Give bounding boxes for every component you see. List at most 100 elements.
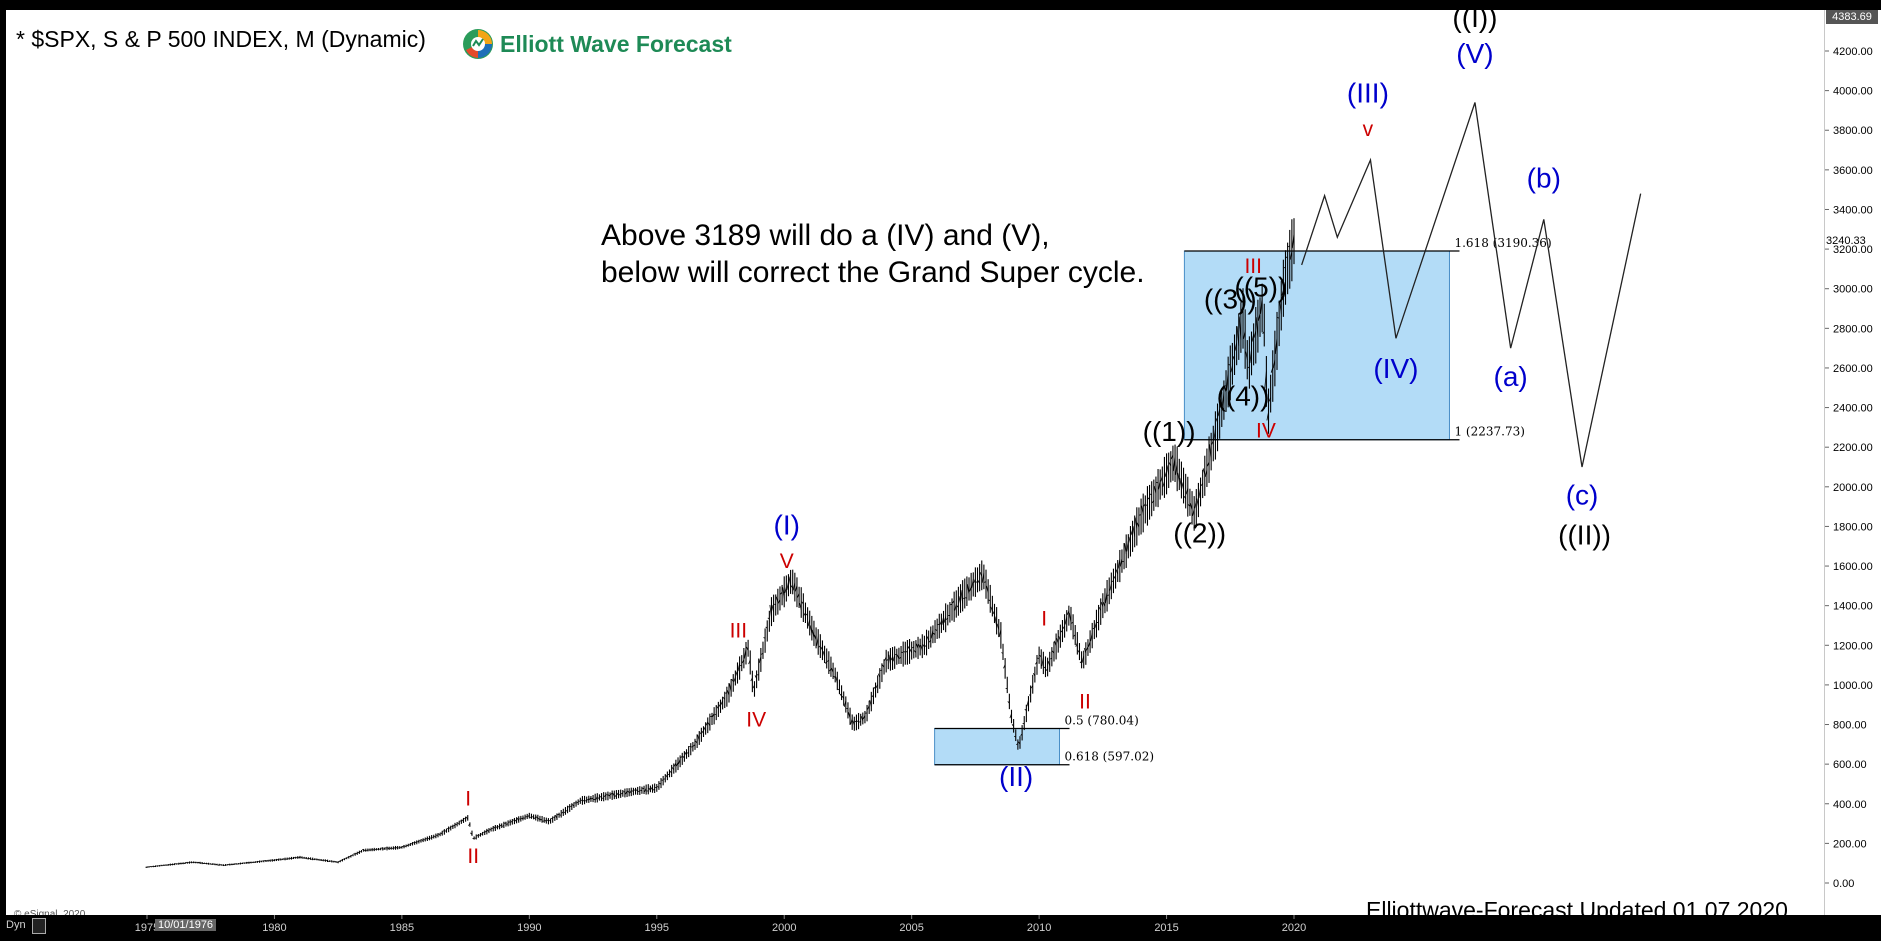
- price-bar-open: [1241, 310, 1244, 314]
- price-bar-open: [467, 823, 471, 826]
- price-bar-open: [782, 587, 785, 599]
- price-bar-open: [746, 646, 749, 651]
- price-bar-open: [1255, 317, 1259, 338]
- price-bar-open: [1168, 462, 1172, 467]
- price-chart[interactable]: 1.618 (3190.36) 1 (2237.73) 0.5 (780.04) 0.…: [6, 10, 1824, 915]
- price-bar-open: [695, 740, 698, 744]
- price-bar-open: [1266, 412, 1269, 421]
- price-bar-open: [1088, 641, 1091, 647]
- price-bar-open: [1221, 392, 1225, 408]
- dyn-toggle[interactable]: [32, 918, 46, 934]
- price-bar-open: [676, 762, 679, 767]
- price-bar-open: [811, 629, 815, 638]
- current-price-label: 3240.33: [1826, 235, 1866, 247]
- price-bar-open: [1232, 355, 1235, 361]
- price-bar-open: [1285, 256, 1288, 259]
- price-tick-label: 2800.00: [1833, 323, 1873, 335]
- price-bar-open: [1136, 522, 1140, 528]
- price-bar-open: [1200, 483, 1203, 487]
- price-bar-open: [206, 862, 209, 865]
- price-bar-open: [1054, 640, 1057, 647]
- price-bar-open: [412, 841, 415, 844]
- wave-labels: IIIIIIIVV(I)(II)III((1))((2))((3))((4))(…: [465, 10, 1611, 868]
- price-bar-open: [712, 713, 715, 717]
- price-bar-open: [941, 616, 944, 625]
- price-bar-open: [1007, 701, 1010, 704]
- price-bar-open: [807, 619, 811, 627]
- price-bar-open: [680, 756, 683, 758]
- price-bar-open: [998, 629, 1002, 638]
- price-bar-open: [355, 852, 358, 855]
- chart-panel[interactable]: 1.618 (3190.36) 1 (2237.73) 0.5 (780.04) 0.…: [6, 10, 1824, 923]
- price-bar-open: [657, 786, 660, 788]
- price-bar-open: [794, 585, 798, 592]
- year-tick-label: 2010: [1027, 922, 1051, 934]
- price-bar-open: [899, 656, 902, 659]
- price-tick-label: 400.00: [1833, 799, 1867, 811]
- price-tick-label: 1400.00: [1833, 601, 1873, 613]
- price-bar-open: [1198, 487, 1201, 499]
- cursor-date: 10/01/1976: [155, 919, 217, 931]
- price-bar-open: [1041, 657, 1044, 667]
- year-tick-label: 2015: [1154, 922, 1178, 934]
- price-bar-open: [763, 637, 766, 639]
- price-bar-open: [635, 789, 638, 792]
- price-bar-open: [979, 572, 983, 577]
- price-tick-label: 600.00: [1833, 759, 1867, 771]
- price-bar-open: [939, 621, 942, 625]
- price-bar-open: [922, 644, 925, 648]
- price-bar-open: [629, 790, 632, 794]
- price-bar-open: [924, 645, 927, 647]
- price-axis[interactable]: 0.00 200.00 400.00 600.00 800.00 1000.00 1200.…: [1824, 10, 1881, 915]
- price-bar-open: [249, 861, 252, 864]
- price-tick-label: 4000.00: [1833, 86, 1873, 98]
- price-bar-open: [977, 580, 980, 584]
- price-bar-open: [1247, 366, 1250, 369]
- time-axis[interactable]: 1975 1980 1985 1990 1995 2000 2005 2010 2015 2020…: [0, 915, 1881, 941]
- price-bar-open: [245, 862, 247, 864]
- price-bar-open: [792, 582, 796, 591]
- price-bar-open: [461, 819, 464, 822]
- price-bar-open: [682, 756, 685, 759]
- price-bar-open: [956, 605, 959, 608]
- price-bar-open: [1094, 622, 1097, 629]
- price-bar-open: [678, 758, 681, 765]
- wave-label: ((4)): [1217, 381, 1270, 412]
- wave-label: IV: [746, 709, 766, 732]
- chart-title: * $SPX, S & P 500 INDEX, M (Dynamic): [16, 26, 426, 52]
- price-bar-open: [903, 651, 906, 653]
- price-bar-open: [395, 846, 398, 849]
- price-bar-open: [875, 684, 879, 688]
- price-bar-open: [364, 849, 366, 852]
- price-bar-open: [1085, 646, 1089, 651]
- price-bar-open: [603, 794, 607, 797]
- price-bar-open: [1117, 559, 1121, 569]
- price-bar-open: [691, 746, 694, 748]
- price-bar-open: [1192, 508, 1195, 516]
- price-bar-open: [1018, 741, 1021, 745]
- price-tick-label: 0.00: [1833, 878, 1854, 890]
- price-bar-open: [835, 676, 838, 683]
- price-bar-open: [1105, 590, 1108, 604]
- price-bar-open: [438, 833, 441, 835]
- price-bar-open: [761, 652, 764, 655]
- price-bar-open: [954, 604, 957, 611]
- price-bar-open: [1060, 630, 1063, 633]
- wave-label: IV: [1256, 419, 1276, 442]
- wave-label: (III): [1347, 78, 1389, 109]
- price-bar-open: [459, 820, 462, 822]
- price-bar-open: [850, 718, 853, 725]
- price-bar-open: [1058, 636, 1061, 641]
- price-bar-open: [673, 762, 677, 767]
- price-bar-open: [1098, 606, 1102, 611]
- price-bar-open: [1062, 625, 1065, 629]
- price-bar-open: [638, 790, 640, 792]
- price-bar-open: [572, 804, 575, 807]
- price-bar-open: [890, 656, 893, 661]
- price-bar-open: [778, 599, 781, 604]
- price-bar-open: [1119, 558, 1123, 567]
- price-bar-open: [1126, 540, 1129, 552]
- price-bar-open: [642, 787, 645, 790]
- price-bar-open: [1236, 326, 1240, 346]
- fib-zone: [1183, 250, 1450, 441]
